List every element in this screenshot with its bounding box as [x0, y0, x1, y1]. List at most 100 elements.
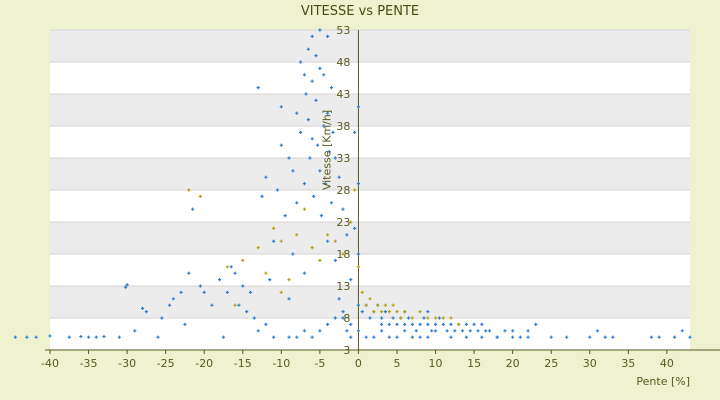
data-point-series-1	[426, 310, 430, 314]
data-point-series-1	[34, 335, 38, 339]
data-point-series-1	[272, 239, 276, 243]
data-point-series-1	[337, 175, 341, 179]
data-point-series-1	[445, 329, 449, 333]
data-point-series-1	[341, 310, 345, 314]
data-point-series-1	[117, 335, 121, 339]
data-point-series-1	[387, 335, 391, 339]
data-point-series-1	[356, 329, 361, 333]
data-point-series-1	[487, 329, 492, 333]
data-point-series-1	[279, 143, 283, 147]
data-point-series-1	[140, 306, 145, 310]
y-tick-label: 8	[343, 312, 350, 325]
data-point-series-1	[356, 303, 361, 307]
y-tick-label: 43	[336, 88, 350, 101]
data-point-series-1	[453, 329, 457, 333]
data-point-series-1	[241, 284, 245, 288]
data-point-series-1	[325, 322, 330, 326]
chart-title: VITESSE vs PENTE	[301, 4, 419, 19]
data-point-series-1	[67, 335, 71, 339]
data-point-series-2	[225, 265, 229, 269]
data-point-series-1	[518, 335, 522, 339]
data-point-series-2	[356, 265, 361, 269]
data-point-series-1	[295, 335, 299, 339]
data-point-series-1	[310, 137, 314, 141]
data-points	[13, 28, 692, 339]
data-point-series-1	[464, 322, 468, 326]
data-point-series-1	[221, 335, 226, 339]
data-point-series-1	[304, 92, 308, 96]
data-point-series-1	[430, 329, 434, 333]
data-point-series-1	[198, 284, 202, 288]
data-point-series-1	[422, 316, 426, 320]
data-point-series-1	[187, 271, 191, 275]
data-point-series-2	[279, 239, 283, 243]
data-point-series-1	[310, 34, 314, 38]
data-point-series-1	[341, 207, 345, 211]
data-point-series-2	[433, 316, 438, 320]
data-point-series-1	[322, 124, 326, 128]
x-tick-label: 30	[583, 357, 597, 370]
data-point-series-1	[291, 252, 295, 256]
data-point-series-2	[372, 310, 376, 314]
data-point-series-2	[410, 316, 415, 320]
x-tick-label: 0	[355, 357, 362, 370]
data-point-series-1	[310, 335, 314, 339]
data-point-series-1	[410, 335, 415, 339]
data-point-series-2	[418, 310, 422, 314]
data-point-series-1	[325, 34, 330, 38]
data-point-series-1	[283, 214, 287, 218]
data-point-series-1	[167, 303, 172, 307]
data-point-series-1	[403, 322, 407, 326]
data-point-series-2	[310, 246, 314, 250]
data-point-series-1	[360, 310, 364, 314]
data-point-series-1	[25, 335, 29, 339]
data-point-series-1	[345, 329, 349, 333]
data-point-series-2	[379, 310, 384, 314]
data-point-series-1	[356, 252, 361, 256]
data-point-series-1	[287, 156, 291, 160]
data-point-series-1	[318, 169, 322, 173]
data-point-series-2	[279, 290, 283, 294]
data-point-series-1	[291, 169, 295, 173]
data-point-series-1	[549, 335, 553, 339]
data-point-series-1	[391, 316, 395, 320]
data-point-series-1	[495, 335, 499, 339]
data-point-series-1	[379, 316, 384, 320]
data-point-series-1	[191, 207, 195, 211]
data-point-series-2	[198, 194, 202, 198]
data-point-series-1	[329, 86, 334, 90]
data-point-series-2	[426, 316, 430, 320]
data-point-series-2	[387, 310, 391, 314]
data-point-series-1	[480, 322, 484, 326]
data-point-series-1	[356, 182, 361, 186]
x-tick-label: 40	[660, 357, 674, 370]
axes	[45, 30, 720, 351]
data-point-series-1	[268, 278, 272, 282]
data-point-series-1	[272, 335, 276, 339]
data-point-series-1	[125, 283, 129, 287]
data-point-series-1	[387, 322, 391, 326]
x-tick-label: 25	[544, 357, 558, 370]
data-point-series-1	[480, 335, 484, 339]
x-tick-label: 15	[467, 357, 481, 370]
data-point-series-1	[406, 316, 411, 320]
grid-band	[50, 158, 690, 190]
data-point-series-1	[314, 54, 318, 58]
data-point-series-1	[327, 150, 331, 154]
data-point-series-1	[302, 271, 307, 275]
data-point-series-1	[526, 335, 530, 339]
data-point-series-1	[526, 329, 530, 333]
grid-band	[50, 222, 690, 254]
data-point-series-1	[264, 322, 268, 326]
data-point-series-2	[187, 188, 191, 192]
data-point-series-1	[426, 335, 430, 339]
data-point-series-2	[403, 310, 407, 314]
y-tick-label: 33	[336, 152, 350, 165]
data-point-series-1	[364, 335, 368, 339]
x-tick-label: -25	[157, 357, 175, 370]
data-point-series-1	[329, 201, 334, 205]
data-point-series-1	[649, 335, 654, 339]
data-point-series-1	[418, 335, 422, 339]
